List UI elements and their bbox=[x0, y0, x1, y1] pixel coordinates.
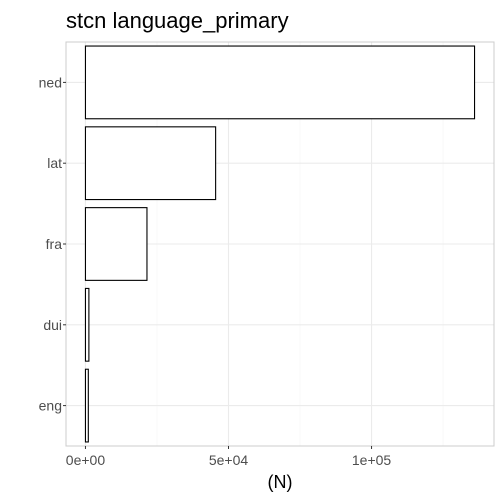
x-axis-title: (N) bbox=[268, 472, 293, 492]
bar-dui bbox=[84, 287, 90, 362]
bar-eng bbox=[84, 368, 89, 443]
chart-title: stcn language_primary bbox=[66, 8, 289, 33]
bar-lat bbox=[84, 126, 217, 201]
x-tick-label: 1e+05 bbox=[352, 452, 392, 468]
y-tick-label: ned bbox=[39, 74, 62, 90]
y-tick-label: lat bbox=[47, 155, 62, 171]
x-tick-label: 0e+00 bbox=[66, 452, 106, 468]
y-tick-label: eng bbox=[39, 398, 62, 414]
y-tick-label: fra bbox=[46, 236, 63, 252]
bar-fra bbox=[84, 207, 148, 281]
bar-ned bbox=[84, 45, 476, 120]
y-tick-label: dui bbox=[43, 317, 62, 333]
x-tick-label: 5e+04 bbox=[209, 452, 249, 468]
